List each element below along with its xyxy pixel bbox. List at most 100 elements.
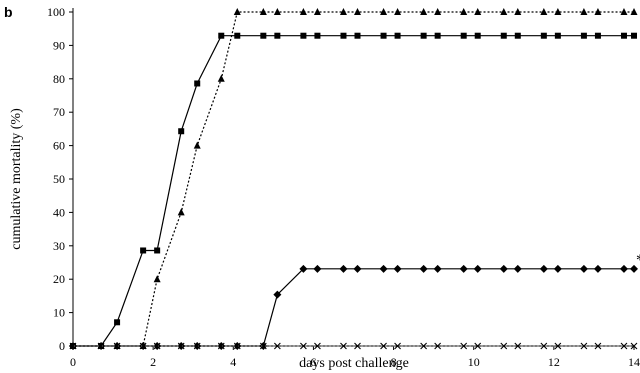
data-point	[380, 342, 387, 350]
x-axis-label: days post challenge	[299, 356, 409, 371]
data-point	[353, 264, 362, 273]
data-point	[339, 264, 348, 273]
data-point	[553, 264, 562, 273]
data-point	[314, 342, 321, 350]
data-point	[259, 342, 267, 350]
y-tick-label: 70	[53, 105, 65, 119]
x-tick-label: 8	[391, 355, 397, 369]
data-point	[274, 32, 281, 39]
data-point	[539, 264, 548, 273]
x-tick-label: 14	[628, 355, 640, 369]
data-point	[594, 32, 601, 39]
data-point	[153, 342, 161, 350]
data-point	[630, 8, 638, 15]
y-tick-label: 30	[53, 239, 65, 253]
data-point	[380, 32, 387, 39]
data-point	[139, 342, 147, 350]
data-point	[354, 32, 361, 39]
data-point	[394, 342, 401, 350]
data-point	[554, 32, 561, 39]
data-point	[140, 247, 147, 254]
series-x	[69, 342, 638, 350]
data-point	[233, 8, 241, 15]
data-point	[273, 8, 281, 15]
x-tick-label: 10	[468, 355, 480, 369]
data-point	[194, 80, 201, 87]
data-point	[620, 32, 627, 39]
data-point	[260, 32, 267, 39]
data-point	[593, 264, 602, 273]
data-point	[580, 8, 588, 15]
data-point	[554, 8, 562, 15]
series-square	[70, 32, 637, 349]
data-point	[540, 8, 548, 15]
data-point	[474, 342, 482, 350]
y-tick-label: 10	[53, 306, 65, 320]
data-point	[420, 32, 427, 39]
x-tick-label: 0	[70, 355, 76, 369]
axes: 0 10 20 30 40 50 60 70 80 90 100 0 2 4 6 8 10 12 14	[47, 5, 640, 369]
data-point	[473, 264, 482, 273]
data-point	[153, 275, 161, 283]
series-line	[73, 11, 634, 347]
data-point	[97, 342, 105, 350]
data-point	[620, 342, 628, 350]
series-layer	[69, 8, 638, 350]
data-point	[393, 264, 402, 273]
data-point	[234, 32, 241, 39]
data-point	[380, 8, 388, 15]
data-point	[513, 264, 522, 273]
data-point	[500, 342, 508, 350]
data-point	[300, 32, 307, 39]
data-point	[340, 342, 347, 350]
series-line	[73, 35, 634, 347]
data-point	[594, 342, 602, 350]
data-point	[313, 8, 321, 15]
y-axis-label: cumulative mortality (%)	[9, 108, 24, 250]
data-point	[540, 32, 547, 39]
data-point	[631, 32, 637, 39]
data-point	[500, 8, 508, 15]
data-point	[299, 8, 307, 15]
y-tick-label: 60	[53, 139, 65, 153]
data-point	[460, 32, 467, 39]
data-point	[434, 8, 442, 15]
data-point	[354, 342, 361, 350]
data-point	[193, 141, 201, 149]
data-point	[540, 342, 548, 350]
data-point	[433, 264, 442, 273]
data-point	[619, 264, 628, 273]
data-point	[420, 8, 428, 15]
data-point	[339, 8, 347, 15]
x-tick-label: 12	[548, 355, 560, 369]
data-point	[299, 264, 308, 273]
data-point	[419, 264, 428, 273]
data-point	[474, 8, 482, 15]
data-point	[177, 342, 185, 350]
series-diamond	[69, 264, 638, 350]
y-tick-label: 90	[53, 38, 65, 52]
data-point	[579, 264, 588, 273]
data-point	[300, 342, 307, 350]
data-point	[178, 128, 185, 135]
data-point	[499, 264, 508, 273]
data-point	[340, 32, 347, 39]
significance-asterisk: *	[636, 252, 640, 269]
data-point	[420, 342, 428, 350]
data-point	[474, 32, 481, 39]
data-point	[217, 74, 225, 82]
data-point	[580, 342, 588, 350]
panel-label: b	[4, 4, 13, 20]
data-point	[218, 32, 225, 39]
data-point	[630, 342, 638, 350]
y-tick-label: 40	[53, 205, 65, 219]
data-point	[580, 32, 587, 39]
data-point	[500, 32, 507, 39]
data-point	[313, 264, 322, 273]
data-point	[620, 8, 628, 15]
data-point	[434, 342, 442, 350]
data-point	[630, 264, 638, 273]
data-point	[193, 342, 201, 350]
data-point	[394, 8, 402, 15]
